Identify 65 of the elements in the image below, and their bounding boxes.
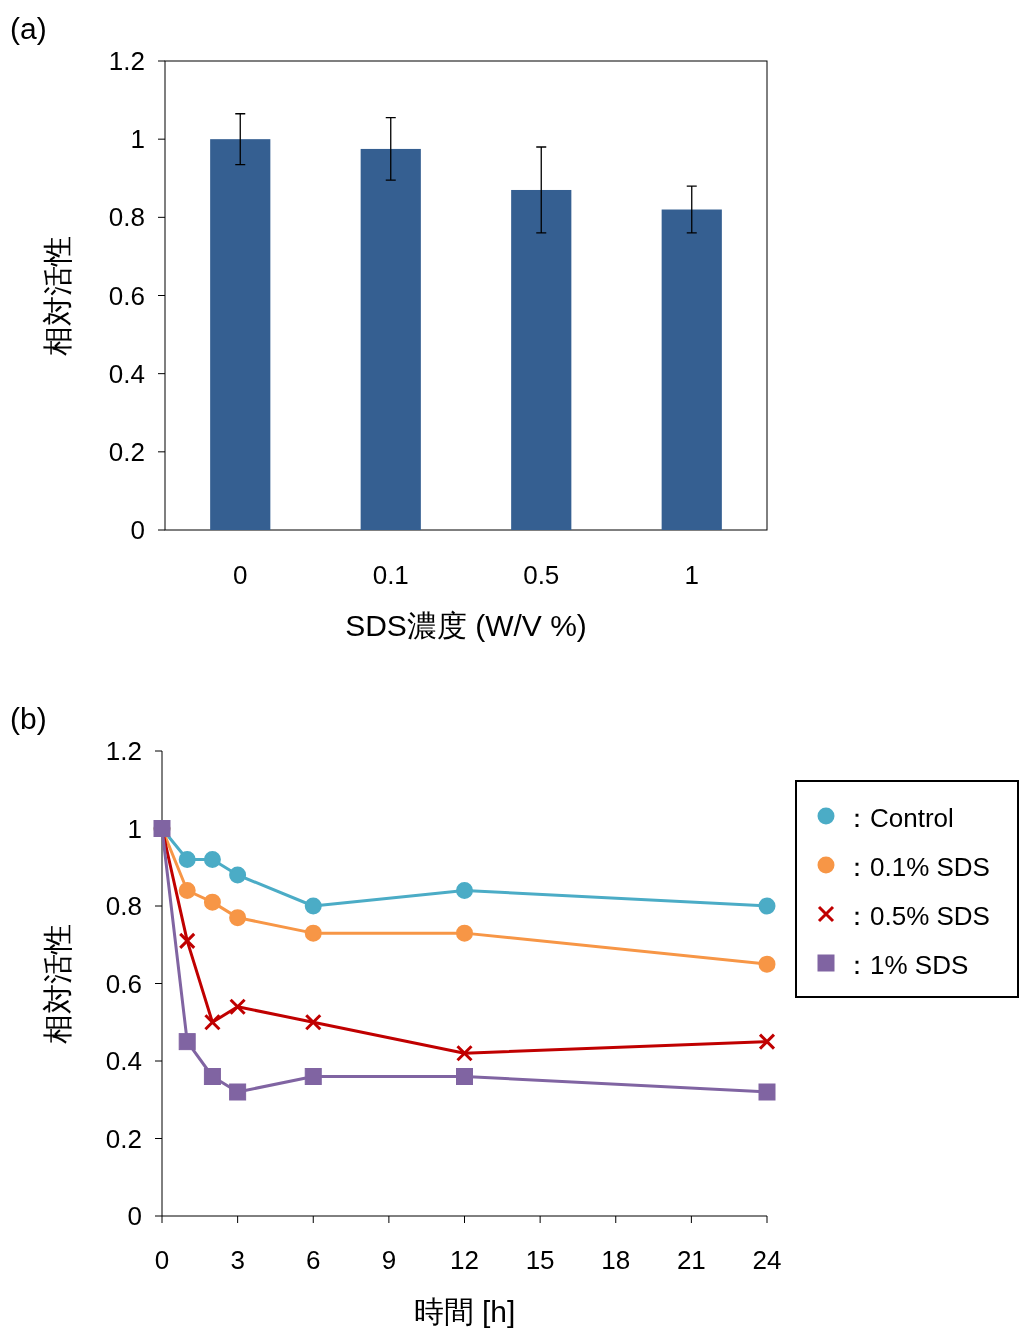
y-tick-label: 0.4	[105, 1046, 142, 1076]
point	[229, 866, 247, 884]
x-axis-title: 時間 [h]	[413, 1295, 516, 1328]
y-tick-label: 0.8	[105, 891, 142, 921]
point	[178, 1033, 196, 1051]
point	[203, 1068, 221, 1085]
x-tick-label: 21	[676, 1245, 706, 1275]
point	[758, 1033, 776, 1051]
x-tick-label: 0	[233, 560, 248, 590]
point	[229, 1083, 247, 1101]
chart-title: (b)	[10, 702, 47, 735]
point	[758, 1083, 776, 1101]
point	[456, 1068, 473, 1085]
chart-title: (a)	[10, 12, 47, 45]
point	[304, 1068, 322, 1085]
y-tick-label: 1.2	[105, 736, 142, 766]
point	[178, 851, 196, 868]
x-tick-label: 0	[154, 1245, 170, 1275]
x-tick-label: 3	[230, 1245, 245, 1275]
legend-label: ：0.5% SDS	[844, 901, 990, 931]
point	[304, 924, 322, 942]
y-tick-label: 1.2	[108, 46, 145, 76]
bar	[511, 189, 572, 530]
y-tick-label: 0.2	[105, 1123, 142, 1154]
point	[203, 893, 221, 911]
point	[229, 998, 247, 1016]
x-tick-label: 6	[306, 1245, 321, 1275]
point	[229, 909, 247, 927]
x-tick-label: 15	[525, 1245, 555, 1275]
y-tick-label: 0.8	[108, 202, 145, 233]
bar	[360, 148, 421, 530]
point	[304, 1013, 322, 1031]
x-tick-label: 12	[450, 1245, 479, 1275]
y-tick-label: 0.4	[108, 358, 145, 389]
y-tick-label: 0	[127, 1201, 142, 1231]
x-tick-label: 1	[684, 560, 699, 590]
y-tick-label: 0.2	[108, 436, 145, 467]
y-axis-title: 相対活性	[41, 235, 74, 356]
y-tick-label: 1	[130, 124, 145, 155]
legend-label: ：1% SDS	[844, 950, 969, 980]
point	[304, 897, 322, 915]
x-tick-label: 0.1	[372, 560, 409, 590]
y-tick-label: 0.6	[105, 968, 142, 999]
point	[456, 924, 473, 942]
y-tick-label: 0.6	[108, 280, 145, 311]
bar	[210, 139, 271, 530]
point	[456, 1044, 473, 1062]
point	[178, 932, 196, 950]
point	[456, 882, 473, 899]
x-tick-label: 18	[601, 1245, 631, 1275]
legend-label: ：0.1% SDS	[844, 852, 990, 882]
point	[758, 897, 776, 915]
point	[203, 851, 221, 868]
x-tick-label: 9	[381, 1245, 397, 1275]
x-tick-label: 0.5	[523, 560, 560, 590]
x-axis-title: SDS濃度 (W/V %)	[345, 609, 587, 642]
x-tick-label: 24	[752, 1245, 782, 1275]
y-axis-title: 相対活性	[41, 923, 74, 1044]
point	[178, 882, 196, 899]
y-tick-label: 0	[130, 515, 145, 545]
point	[758, 955, 776, 973]
point	[203, 1013, 221, 1031]
y-tick-label: 1	[127, 813, 142, 844]
bar	[661, 209, 722, 530]
legend-label: ：Control	[844, 803, 954, 833]
